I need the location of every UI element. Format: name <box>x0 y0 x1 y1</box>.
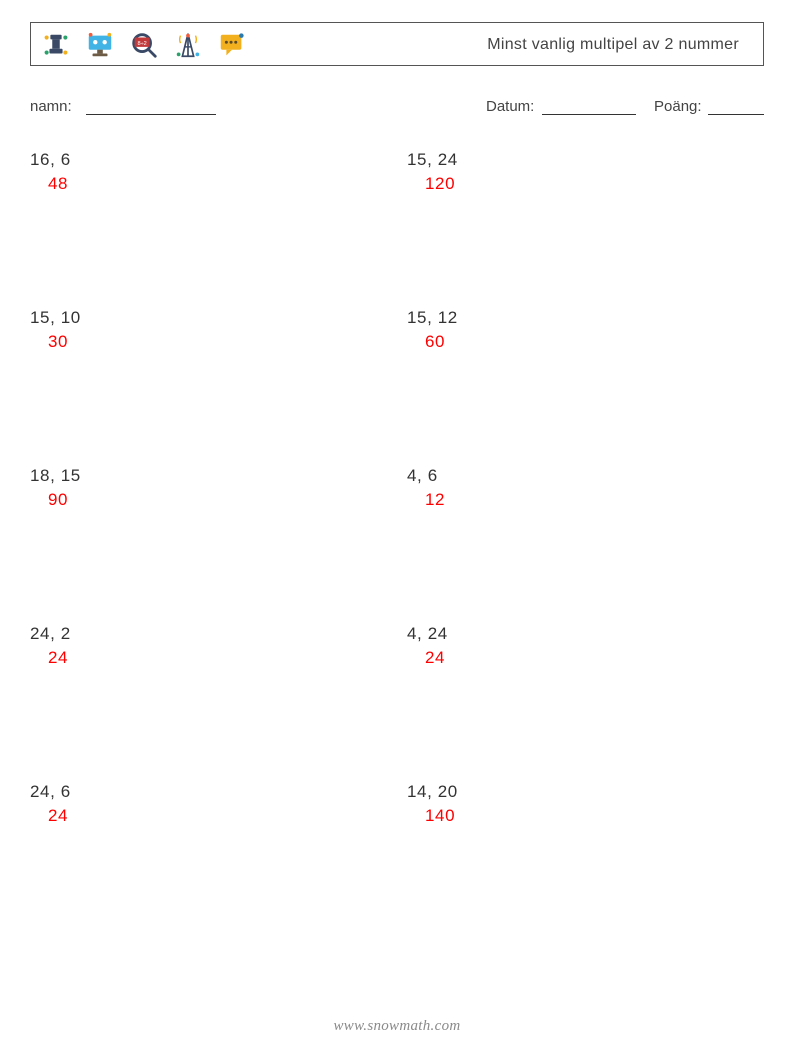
problem-row: 16, 6 48 15, 24 120 <box>30 150 764 194</box>
header-box: 8÷2 <box>30 22 764 66</box>
problem-question: 4, 24 <box>407 624 764 644</box>
worksheet-page: 8÷2 <box>0 0 794 1053</box>
problem-answer: 12 <box>407 490 764 510</box>
problem-question: 24, 6 <box>30 782 397 802</box>
problem-cell: 4, 24 24 <box>397 624 764 668</box>
svg-text:8÷2: 8÷2 <box>137 41 146 47</box>
score-blank-line[interactable] <box>708 114 764 115</box>
date-label: Datum: <box>486 98 534 115</box>
problem-cell: 4, 6 12 <box>397 466 764 510</box>
problem-answer: 24 <box>407 648 764 668</box>
problem-answer: 48 <box>30 174 397 194</box>
problem-cell: 24, 6 24 <box>30 782 397 826</box>
problem-row: 24, 6 24 14, 20 140 <box>30 782 764 826</box>
problem-answer: 24 <box>30 806 397 826</box>
problem-question: 15, 12 <box>407 308 764 328</box>
problem-row: 18, 15 90 4, 6 12 <box>30 466 764 510</box>
problem-question: 16, 6 <box>30 150 397 170</box>
problem-question: 18, 15 <box>30 466 397 486</box>
problem-cell: 18, 15 90 <box>30 466 397 510</box>
problem-question: 15, 24 <box>407 150 764 170</box>
name-label: namn: <box>30 98 72 115</box>
header-icons: 8÷2 <box>39 27 249 63</box>
footer-watermark: www.snowmath.com <box>0 1018 794 1035</box>
problems-grid: 16, 6 48 15, 24 120 15, 10 30 15, 12 60 … <box>30 150 764 940</box>
problem-row: 24, 2 24 4, 24 24 <box>30 624 764 668</box>
date-blank-line[interactable] <box>542 114 636 115</box>
problem-answer: 24 <box>30 648 397 668</box>
magnify-icon: 8÷2 <box>127 28 161 62</box>
meta-row: namn: Datum: Poäng: <box>30 98 764 122</box>
problem-answer: 120 <box>407 174 764 194</box>
problem-cell: 15, 24 120 <box>397 150 764 194</box>
worksheet-title: Minst vanlig multipel av 2 nummer <box>487 23 739 67</box>
problem-question: 24, 2 <box>30 624 397 644</box>
problem-answer: 60 <box>407 332 764 352</box>
problem-question: 4, 6 <box>407 466 764 486</box>
board-icon <box>83 28 117 62</box>
problem-cell: 15, 10 30 <box>30 308 397 352</box>
chess-icon <box>39 28 73 62</box>
score-label: Poäng: <box>654 98 702 115</box>
name-blank-line[interactable] <box>86 114 216 115</box>
problem-answer: 30 <box>30 332 397 352</box>
problem-question: 15, 10 <box>30 308 397 328</box>
problem-row: 15, 10 30 15, 12 60 <box>30 308 764 352</box>
problem-answer: 90 <box>30 490 397 510</box>
problem-cell: 24, 2 24 <box>30 624 397 668</box>
antenna-icon <box>171 28 205 62</box>
problem-cell: 16, 6 48 <box>30 150 397 194</box>
problem-question: 14, 20 <box>407 782 764 802</box>
problem-cell: 14, 20 140 <box>397 782 764 826</box>
problem-answer: 140 <box>407 806 764 826</box>
problem-cell: 15, 12 60 <box>397 308 764 352</box>
chat-icon <box>215 28 249 62</box>
